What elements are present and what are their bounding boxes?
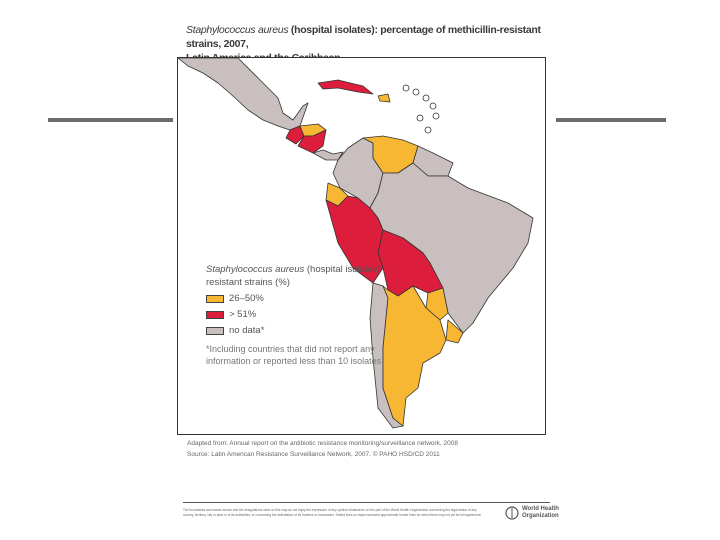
map-frame: Staphylococcus aureus (hospital isolates…: [177, 57, 546, 435]
legend-item-over-51: > 51%: [206, 308, 396, 321]
legend-swatch-yellow: [206, 294, 224, 303]
right-divider: [556, 118, 666, 122]
who-emblem-icon: [505, 506, 519, 520]
footer-disclaimer: The boundaries and names shown and the d…: [183, 508, 482, 517]
legend-swatch-gray: [206, 326, 224, 335]
country-nicaragua: [297, 129, 327, 154]
country-guatemala: [285, 125, 305, 145]
legend-title: Staphylococcus aureus (hospital isolates…: [206, 264, 381, 288]
country-mexico: [178, 58, 309, 131]
map-legend: Staphylococcus aureus (hospital isolates…: [206, 263, 396, 367]
country-uruguay: [445, 319, 464, 344]
source-line: Source: Latin American Resistance Survei…: [187, 451, 440, 458]
who-name: World Health Organization: [522, 506, 559, 519]
caribbean-islands-callouts: [402, 84, 440, 134]
country-costa-rica-panama: [312, 149, 344, 161]
map-svg: [178, 58, 534, 429]
legend-swatch-red: [206, 310, 224, 319]
country-bolivia: [377, 229, 444, 297]
legend-note: *Including countries that did not report…: [206, 344, 382, 366]
footer-divider: [183, 502, 550, 503]
legend-item-26-50: 26–50%: [206, 292, 396, 305]
country-argentina: [382, 285, 447, 427]
country-cuba: [317, 79, 374, 95]
country-paraguay: [425, 287, 449, 321]
who-logo: World Health Organization: [505, 506, 559, 520]
source-adapted: Adapted from: Annual report on the antib…: [187, 440, 458, 447]
left-divider: [48, 118, 173, 122]
legend-item-no-data: no data*: [206, 324, 396, 337]
country-dominican-republic: [377, 93, 391, 103]
